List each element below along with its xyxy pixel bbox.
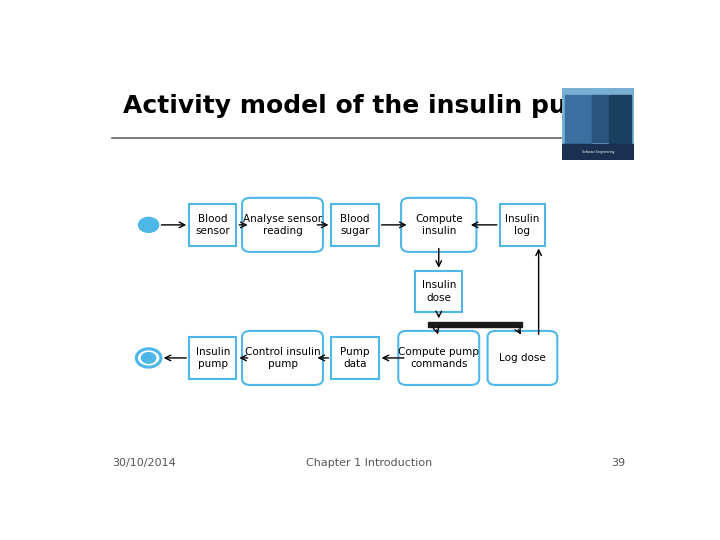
Text: 39: 39: [611, 458, 626, 468]
Text: Insulin
dose: Insulin dose: [422, 280, 456, 302]
Text: Analyse sensor
reading: Analyse sensor reading: [243, 214, 322, 236]
FancyBboxPatch shape: [331, 337, 379, 379]
Text: Compute pump
commands: Compute pump commands: [398, 347, 480, 369]
Text: Control insulin
pump: Control insulin pump: [245, 347, 320, 369]
Text: Chapter 1 Introduction: Chapter 1 Introduction: [306, 458, 432, 468]
Text: Insulin
pump: Insulin pump: [196, 347, 230, 369]
Text: Insulin
log: Insulin log: [505, 214, 539, 236]
FancyBboxPatch shape: [487, 331, 557, 385]
FancyBboxPatch shape: [242, 198, 323, 252]
Text: Pump
data: Pump data: [341, 347, 370, 369]
FancyBboxPatch shape: [189, 337, 236, 379]
Text: Blood
sugar: Blood sugar: [341, 214, 370, 236]
Circle shape: [138, 218, 158, 232]
FancyBboxPatch shape: [500, 204, 545, 246]
Text: Log dose: Log dose: [499, 353, 546, 363]
Text: Activity model of the insulin pump: Activity model of the insulin pump: [124, 94, 611, 118]
Bar: [428, 322, 523, 327]
FancyBboxPatch shape: [331, 204, 379, 246]
FancyBboxPatch shape: [242, 331, 323, 385]
FancyBboxPatch shape: [398, 331, 480, 385]
Text: 30/10/2014: 30/10/2014: [112, 458, 176, 468]
FancyBboxPatch shape: [189, 204, 236, 246]
Text: Compute
insulin: Compute insulin: [415, 214, 462, 236]
Circle shape: [141, 353, 156, 363]
Text: Blood
sensor: Blood sensor: [195, 214, 230, 236]
FancyBboxPatch shape: [415, 271, 462, 312]
FancyBboxPatch shape: [401, 198, 477, 252]
